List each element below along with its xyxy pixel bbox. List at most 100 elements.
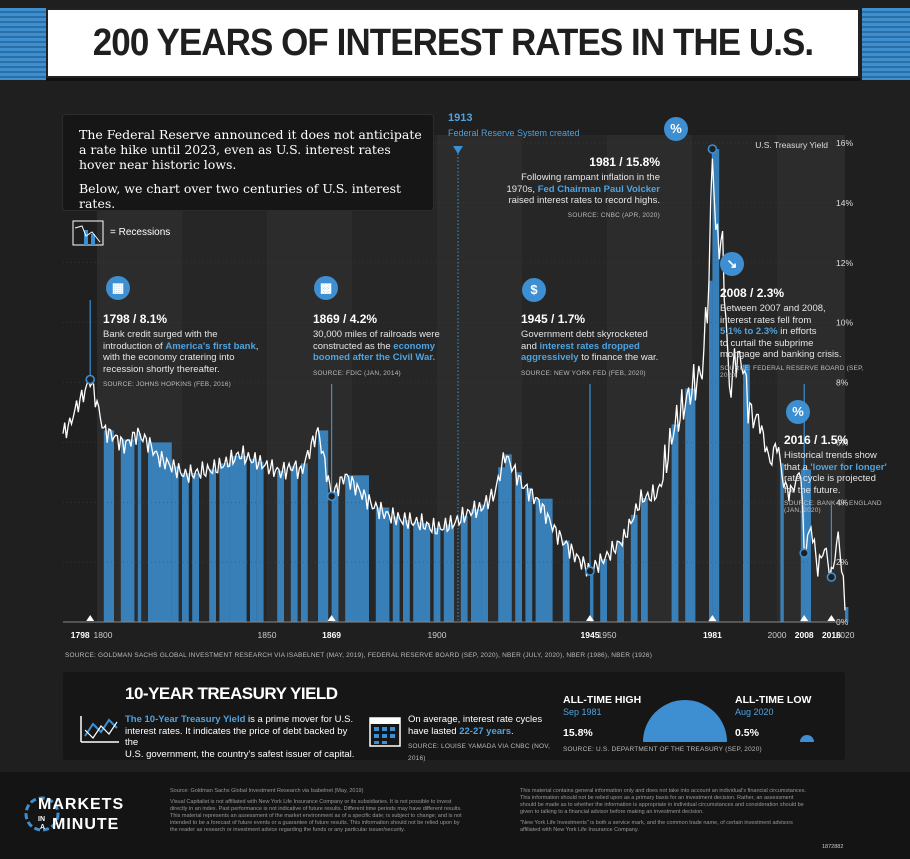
recession-bar <box>375 507 390 622</box>
recession-bar <box>103 430 114 622</box>
recession-bar <box>641 498 648 622</box>
recession-bar <box>535 498 553 622</box>
x-tick-label: 1950 <box>598 630 617 640</box>
y-tick-label: 4% <box>836 497 849 507</box>
recession-bar <box>800 469 811 622</box>
recession-legend-icon <box>72 220 104 246</box>
y-tick-label: 8% <box>836 378 849 388</box>
bottom-description: The 10-Year Treasury Yield is a prime mo… <box>125 714 355 760</box>
x-tick-label: 2016 <box>822 630 841 640</box>
fine-r6: affiliated with New York Life Insurance … <box>520 827 639 833</box>
annotation-1798-body-2c: , <box>255 340 259 352</box>
recession-bar <box>460 516 468 622</box>
cycle-highlight: 22-27 years <box>459 725 512 737</box>
annotation-1798-source: SOURCE: JOHNS HOPKINS (FEB, 2016) <box>103 381 231 388</box>
x-tick-label: 1798 <box>71 630 90 640</box>
calendar-icon <box>369 717 401 747</box>
axis-triangle-1981 <box>708 615 717 621</box>
logo-a: A <box>40 824 46 831</box>
axis-triangle-2016 <box>827 615 836 621</box>
all-time-high-label: ALL-TIME HIGH <box>563 694 642 706</box>
annotation-1798-body-4: recession shortly thereafter. <box>103 363 220 375</box>
annotation-2016-source-1: SOURCE: BANK OF ENGLAND <box>784 500 882 507</box>
y-tick-label: 6% <box>836 437 849 447</box>
highlight-marker-1981 <box>707 144 718 154</box>
recession-bar <box>671 424 679 622</box>
highlight-marker-1869 <box>326 491 337 502</box>
bottom-desc-1: is a prime mover for U.S. <box>245 714 354 725</box>
period-panels <box>97 135 845 622</box>
annotation-1945: 1945 / 1.7% Government debt skyrocketed … <box>521 312 701 377</box>
intro-box: The Federal Reserve announced it does no… <box>63 115 433 211</box>
annotation-1945-head: 1945 / 1.7% <box>521 312 586 326</box>
annotation-1869-body-1: 30,000 miles of railroads were <box>313 329 440 340</box>
banner-stripe-right <box>862 8 910 80</box>
recession-bar <box>600 559 607 622</box>
axis-triangle-1945 <box>586 615 594 621</box>
fine-l2: Visual Capitalist is not affiliated with… <box>170 799 452 805</box>
recession-bar <box>845 607 849 622</box>
intro-paragraph-2: Below, we chart over two centuries of U.… <box>79 181 402 211</box>
recession-bar <box>148 442 172 622</box>
recession-bar <box>250 458 257 622</box>
recession-bar <box>780 463 784 622</box>
money-bag-icon: $ <box>522 278 546 302</box>
bank-icon: ▦ <box>106 276 130 300</box>
treasury-yield-info: 10-YEAR TREASURY YIELD The 10-Year Treas… <box>63 672 845 762</box>
x-tick-label: 2008 <box>795 630 814 640</box>
title-banner: 200 YEARS OF INTEREST RATES IN THE U.S. <box>46 8 860 78</box>
banner-stripe-left <box>0 8 48 80</box>
recession-bar <box>137 433 142 622</box>
annotation-1945-highlight-2: aggressively <box>521 352 579 363</box>
fine-r1: This material contains general informati… <box>520 788 806 794</box>
recession-bar <box>617 541 624 622</box>
x-tick-label: 1800 <box>94 630 113 640</box>
annotation-1869-head: 1869 / 4.2% <box>313 312 378 326</box>
recession-bar <box>443 524 454 622</box>
y-axis-label: U.S. Treasury Yield <box>755 140 828 150</box>
highlight-marker-1798 <box>85 374 95 385</box>
annotation-1945-body-1: Government debt skyrocketed <box>521 329 648 340</box>
recession-legend-label: = Recessions <box>110 227 171 238</box>
annotation-2016-highlight: 'lower for longer' <box>810 461 887 473</box>
axis-triangle-2008 <box>800 615 809 621</box>
y-tick-label: 14% <box>836 198 853 208</box>
extremes-source: SOURCE: U.S. DEPARTMENT OF THE TREASURY … <box>563 746 762 753</box>
x-tick-label: 1900 <box>428 630 447 640</box>
recession-bar <box>256 461 264 622</box>
annotation-1798-body-3: with the economy cratering into <box>103 352 235 363</box>
recession-bar <box>505 454 512 622</box>
highlight-markers <box>85 144 837 621</box>
bottom-desc-2: interest rates. It indicates the price o… <box>125 725 348 749</box>
x-tick-label: 1945 <box>581 630 600 640</box>
annotation-2016: 2016 / 1.5% Historical trends show that … <box>784 433 894 514</box>
cycle-line-2c: . <box>511 725 514 737</box>
annotation-2008-body-3b: in efforts <box>777 326 817 337</box>
fine-l4: This material represents an assessment o… <box>170 813 462 819</box>
recession-bar <box>345 475 369 622</box>
all-time-high-value: 15.8% <box>563 727 593 739</box>
x-tick-label: 1981 <box>703 630 722 640</box>
annotation-1981-body-2a: 1970s, <box>506 183 538 195</box>
y-tick-label: 2% <box>836 557 849 567</box>
recession-bar <box>498 467 505 622</box>
highlight-marker-1945 <box>585 566 595 576</box>
recession-bar <box>277 470 284 622</box>
cycle-line-1: On average, interest rate cycles <box>408 714 543 725</box>
y-tick-label: 12% <box>836 258 853 268</box>
fine-print-right: This material contains general informati… <box>520 788 900 834</box>
annotation-2016-head: 2016 / 1.5% <box>784 433 849 447</box>
recession-bar <box>120 439 135 622</box>
interest-rate-chart: 0%2%4%6%8%10%12%14%16% 1798 1800 1850 1869 1… <box>62 135 855 640</box>
footer: MARKETS IN A MINUTE Source: Goldman Sach… <box>0 772 910 859</box>
recession-bar <box>413 522 420 622</box>
fed-year: 1913 <box>448 112 473 124</box>
x-tick-label: 2000 <box>768 630 787 640</box>
annotation-2008-body-2: interest rates fell from <box>720 314 812 326</box>
fine-r2: This information should not be relied up… <box>520 795 794 801</box>
all-time-high-date: Sep 1981 <box>563 707 602 717</box>
period-panel <box>692 135 777 622</box>
recession-bar <box>685 388 696 622</box>
recession-bar <box>403 520 410 622</box>
